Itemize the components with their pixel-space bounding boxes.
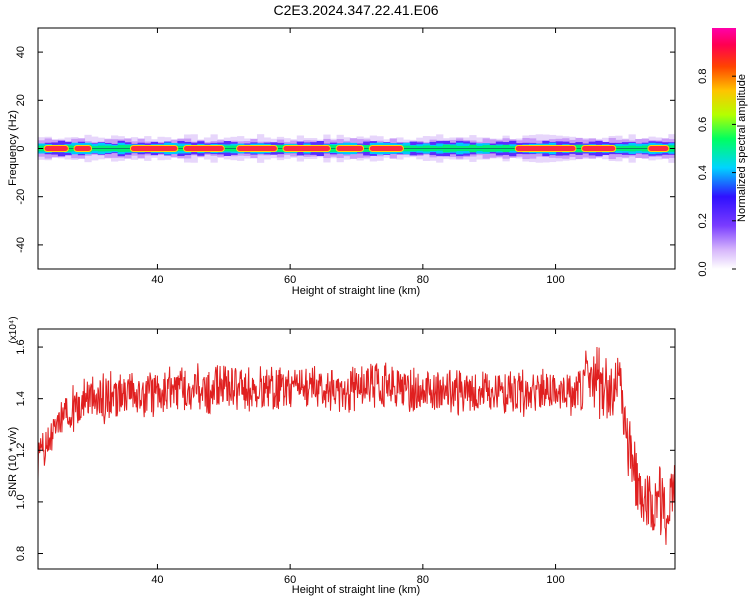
peak-segment: [74, 146, 92, 151]
snr-series-line: [38, 347, 675, 545]
snr-panel: 40 60 80 100 0.8 1.0 1.2 1.4 1.6 Height of stra…: [7, 316, 676, 596]
colorbar-tick-label: 0.0: [697, 261, 709, 276]
y-tick-label: 0: [15, 145, 27, 151]
peak-segment: [582, 146, 616, 151]
y-tick-label: 1.4: [15, 391, 27, 406]
x-tick-label: 60: [284, 574, 296, 586]
chart-title: C2E3.2024.347.22.41.E06: [273, 2, 438, 18]
colorbar-tick-label: 0.6: [697, 117, 709, 132]
colorbar-tick-label: 0.2: [697, 213, 709, 228]
spectrogram-y-ticks: -40 -20 0 20 40: [15, 46, 675, 253]
y-tick-label: 20: [15, 94, 27, 106]
peak-segment: [183, 146, 224, 151]
peak-segment: [515, 146, 576, 151]
snr-y-multiplier: (x10⁴): [8, 316, 19, 343]
x-tick-label: 60: [284, 274, 296, 286]
spectrogram-x-label: Height of straight line (km): [292, 285, 420, 297]
spectrogram-panel: 40 60 80 100 -40 -20 0 20 40 Height of straight…: [7, 27, 676, 297]
peak-segment: [648, 146, 669, 151]
colorbar-tick-label: 0.4: [697, 165, 709, 180]
colorbar-tick-label: 0.8: [697, 69, 709, 84]
snr-y-label: SNR (10 * v/v): [7, 427, 19, 497]
peak-segment: [336, 146, 364, 151]
y-tick-label: 1.2: [15, 443, 27, 458]
peak-segment: [369, 146, 403, 151]
colorbar: 0.0 0.2 0.4 0.6 0.8 Normalized spectral ampl…: [697, 28, 748, 277]
spectrogram-y-label: Frequency (Hz): [7, 110, 19, 186]
x-tick-label: 100: [546, 274, 564, 286]
y-tick-label: 0.8: [15, 546, 27, 561]
colorbar-gradient: [712, 28, 736, 269]
spectrogram-band: [38, 134, 675, 163]
peak-segment: [130, 146, 178, 151]
snr-frame: [37, 328, 676, 570]
colorbar-ticks: 0.0 0.2 0.4 0.6 0.8: [697, 69, 736, 277]
peak-segment: [237, 146, 277, 151]
y-tick-label: -40: [15, 237, 27, 253]
snr-x-ticks: 40 60 80 100: [151, 329, 565, 586]
peak-segment: [283, 146, 330, 151]
y-tick-label: 1.0: [15, 494, 27, 509]
x-tick-label: 40: [151, 574, 163, 586]
snr-x-label: Height of straight line (km): [292, 584, 420, 596]
x-tick-label: 100: [546, 574, 564, 586]
y-tick-label: 1.6: [15, 339, 27, 354]
colorbar-label: Normalized spectral amplitude: [736, 74, 748, 222]
x-tick-label: 80: [417, 274, 429, 286]
y-tick-label: 40: [15, 46, 27, 58]
y-tick-label: -20: [15, 189, 27, 205]
x-tick-label: 40: [151, 274, 163, 286]
spectrogram-x-ticks: 40 60 80 100: [151, 28, 565, 286]
x-tick-label: 80: [417, 574, 429, 586]
peak-segment: [44, 146, 68, 151]
snr-y-ticks: 0.8 1.0 1.2 1.4 1.6: [15, 339, 675, 561]
